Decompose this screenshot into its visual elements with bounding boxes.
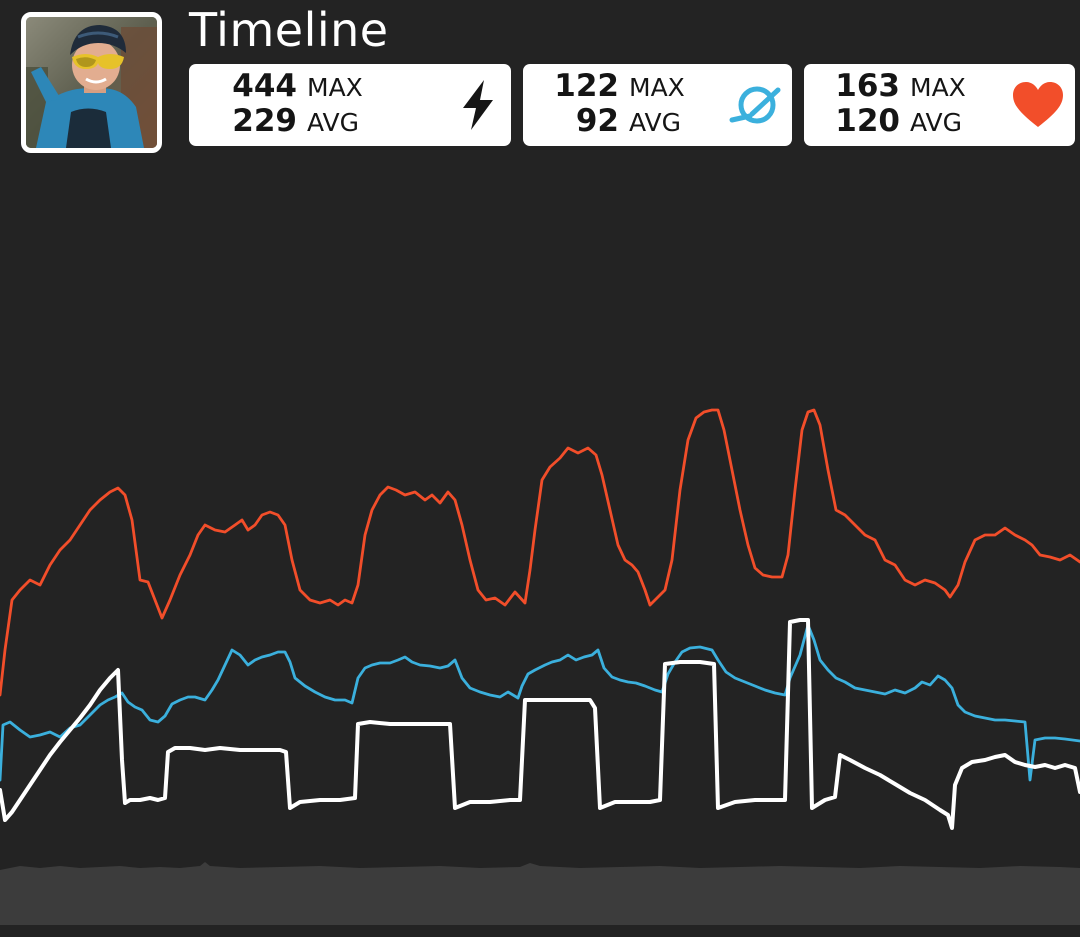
power-max-value: 444 [232, 68, 297, 104]
power-avg-value: 229 [232, 103, 297, 139]
heart-rate-avg-row: 120 AVG [826, 104, 962, 140]
heart-rate-avg-value: 120 [835, 103, 900, 139]
power-avg-row: 229 AVG [223, 104, 359, 140]
heart-rate-avg-label: AVG [910, 108, 962, 137]
heart-rate-max-label: MAX [910, 73, 966, 102]
avatar-photo [26, 17, 157, 148]
power-max-row: 444 MAX [223, 69, 363, 105]
cadence-avg-value: 92 [575, 103, 619, 139]
cadence-avg-row: 92 AVG [547, 104, 681, 140]
heart-icon [1010, 77, 1066, 133]
cadence-stat-card[interactable]: 122 MAX 92 AVG [523, 64, 792, 146]
page-title: Timeline [189, 3, 389, 57]
avatar[interactable] [21, 12, 162, 153]
cadence-max-label: MAX [629, 73, 685, 102]
heart-rate-max-row: 163 MAX [826, 69, 966, 105]
heart-rate-max-value: 163 [835, 68, 900, 104]
timeline-chart-svg [0, 408, 1080, 925]
heart-rate-line [0, 408, 1080, 697]
heart-rate-stat-card[interactable]: 163 MAX 120 AVG [804, 64, 1075, 146]
cadence-line [0, 623, 1080, 782]
timeline-chart[interactable] [0, 160, 1080, 925]
power-avg-label: AVG [307, 108, 359, 137]
power-stat-card[interactable]: 444 MAX 229 AVG [189, 64, 511, 146]
power-line [0, 618, 1080, 830]
power-max-label: MAX [307, 73, 363, 102]
cadence-gauge-icon [728, 78, 782, 132]
cadence-avg-label: AVG [629, 108, 681, 137]
lightning-bolt-icon [451, 78, 505, 132]
cadence-max-row: 122 MAX [547, 69, 685, 105]
cadence-max-value: 122 [554, 68, 619, 104]
elevation-area [0, 862, 1080, 925]
